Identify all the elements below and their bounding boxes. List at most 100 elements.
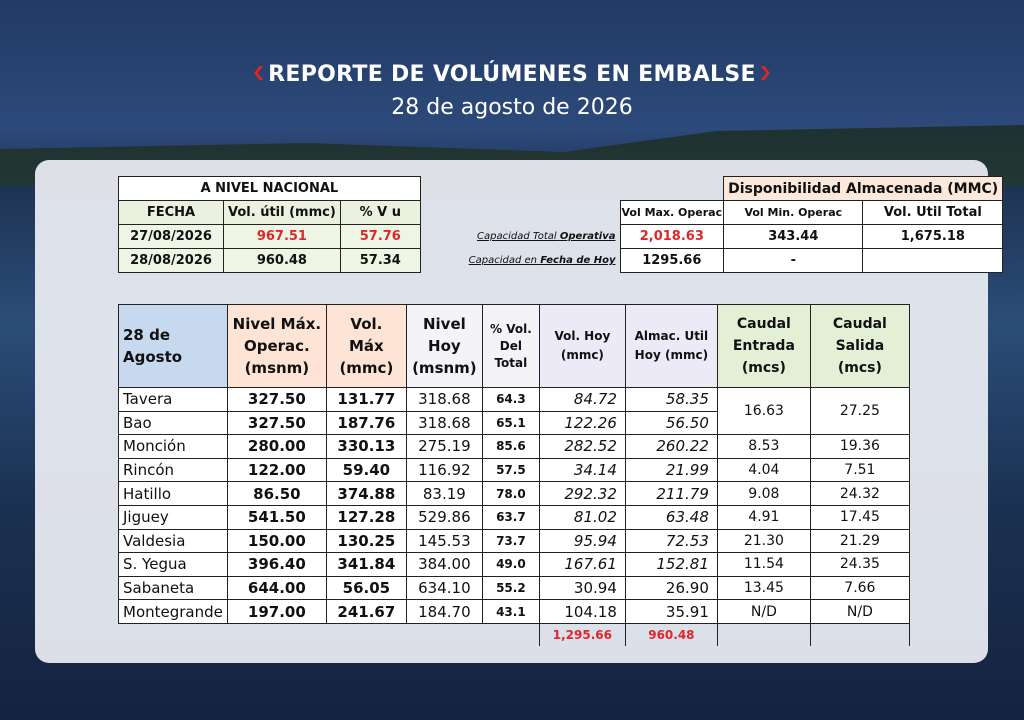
cell: 27.25 bbox=[809, 386, 910, 436]
cell: 81.02 bbox=[538, 504, 626, 530]
reservoir-name: Valdesia bbox=[118, 528, 228, 554]
cell: 634.10 bbox=[405, 575, 483, 601]
cell: 21.30 bbox=[716, 528, 811, 554]
spacer bbox=[406, 623, 482, 646]
reservoir-name: S. Yegua bbox=[118, 552, 228, 577]
cell: 152.81 bbox=[624, 552, 718, 577]
report-date: 28 de agosto de 2026 bbox=[391, 95, 633, 120]
spacer bbox=[440, 177, 724, 201]
spacer bbox=[809, 623, 910, 646]
cell: 1,675.18 bbox=[862, 224, 1004, 249]
column-header: Vol. Util Total bbox=[862, 200, 1004, 225]
column-header: % V u bbox=[339, 200, 421, 225]
data-row: Valdesia 150.00 130.25 145.53 73.7 95.94 72.53… bbox=[118, 528, 910, 554]
cell: 28/08/2026 bbox=[118, 248, 224, 273]
reservoir-name: Tavera bbox=[118, 387, 228, 412]
cell: 30.94 bbox=[538, 575, 626, 601]
data-row: S. Yegua 396.40 341.84 384.00 49.0 167.61 152.… bbox=[118, 552, 910, 577]
chevron bbox=[254, 66, 264, 80]
data-row: Rincón 122.00 59.40 116.92 57.5 34.14 21.99 4.0… bbox=[118, 457, 910, 483]
column-header: Almac. Util Hoy (mmc) bbox=[624, 304, 718, 388]
reservoir-name: Hatillo bbox=[118, 481, 228, 506]
cell: 57.76 bbox=[339, 224, 421, 249]
cell: 1295.66 bbox=[619, 248, 725, 273]
cell: 83.19 bbox=[405, 481, 483, 506]
spacer bbox=[716, 623, 811, 646]
reservoir-name: Monción bbox=[118, 434, 228, 459]
cell: 292.32 bbox=[538, 481, 626, 506]
cell: 122.00 bbox=[226, 457, 327, 483]
column-header: Vol. Máx (mmc) bbox=[325, 304, 407, 388]
reservoir-name: Sabaneta bbox=[118, 575, 228, 601]
title-line: REPORTE DE VOLÚMENES EN EMBALSE bbox=[0, 62, 1024, 87]
cell: 374.88 bbox=[325, 481, 407, 506]
data-row: Montegrande 197.00 241.67 184.70 43.1 104.18 3… bbox=[118, 599, 910, 624]
spacer bbox=[119, 623, 228, 646]
cell: 78.0 bbox=[481, 481, 540, 506]
cell: 21.99 bbox=[624, 457, 718, 483]
total: 1,295.66 bbox=[538, 623, 626, 646]
cell: 11.54 bbox=[716, 552, 811, 577]
spacer bbox=[227, 623, 326, 646]
cell: 343.44 bbox=[723, 224, 864, 249]
header-row: Vol Max. Operac Vol Min. Operac Vol. Util … bbox=[440, 200, 1004, 225]
data-row: 28/08/2026 960.48 57.34 bbox=[118, 248, 421, 273]
reservoir-table: 28 de Agosto Nivel Máx. Operac. (msnm) Vol… bbox=[118, 304, 910, 646]
cell: N/D bbox=[716, 599, 811, 624]
data-row: Capacidad en Fecha de Hoy 1295.66- bbox=[440, 248, 1004, 273]
table-body: Tavera 327.50 131.77 318.68 64.3 84.72 58.35 16… bbox=[118, 386, 910, 624]
spacer bbox=[440, 201, 620, 225]
totals-row: 1,295.66 960.48 bbox=[119, 623, 910, 646]
cell: 56.05 bbox=[325, 575, 407, 601]
reservoir-name: Rincón bbox=[118, 457, 228, 483]
chevron bbox=[760, 66, 770, 80]
cell: 72.53 bbox=[624, 528, 718, 554]
cell: N/D bbox=[809, 599, 910, 624]
table-head: 28 de Agosto Nivel Máx. Operac. (msnm) Vol… bbox=[118, 304, 910, 388]
label-text: Capacidad en bbox=[468, 255, 538, 266]
reservoir-name: Bao bbox=[118, 410, 228, 436]
column-header: Vol Min. Operac bbox=[723, 200, 864, 225]
cell: 35.91 bbox=[624, 599, 718, 624]
column-header: FECHA bbox=[118, 200, 224, 225]
cell: 55.2 bbox=[481, 575, 540, 601]
column-header: Nivel Hoy (msnm) bbox=[405, 304, 483, 388]
title: REPORTE DE VOLÚMENES EN EMBALSE bbox=[268, 62, 756, 87]
cell: 131.77 bbox=[325, 387, 407, 412]
cell: 960.48 bbox=[223, 248, 341, 273]
cell: 8.53 bbox=[716, 434, 811, 459]
cell: 145.53 bbox=[405, 528, 483, 554]
cell: 24.32 bbox=[809, 481, 910, 506]
cell: 116.92 bbox=[405, 457, 483, 483]
cell: 241.67 bbox=[325, 599, 407, 624]
cell: 73.7 bbox=[481, 528, 540, 554]
label-emphasis: Operativa bbox=[559, 231, 616, 242]
title-row: A NIVEL NACIONAL bbox=[118, 176, 421, 201]
column-header: Nivel Máx. Operac. (msnm) bbox=[226, 304, 327, 388]
storage-table: Disponibilidad Almacenada (MMC) Vol Max. … bbox=[440, 176, 1004, 273]
cell: 197.00 bbox=[226, 599, 327, 624]
cell: 396.40 bbox=[226, 552, 327, 577]
header: REPORTE DE VOLÚMENES EN EMBALSE 28 de ag… bbox=[0, 62, 1024, 120]
cell: 21.29 bbox=[809, 528, 910, 554]
spacer bbox=[326, 623, 406, 646]
header-row: FECHA Vol. útil (mmc)% V u bbox=[118, 200, 421, 225]
empty-cell bbox=[862, 248, 1004, 273]
table-foot: 1,295.66 960.48 bbox=[119, 623, 910, 646]
data-row: Sabaneta 644.00 56.05 634.10 55.2 30.94 26.90 1… bbox=[118, 575, 910, 601]
data-row: Tavera 327.50 131.77 318.68 64.3 84.72 58.35 16… bbox=[118, 386, 910, 436]
title-row: Disponibilidad Almacenada (MMC) bbox=[440, 176, 1004, 201]
cell: 95.94 bbox=[538, 528, 626, 554]
cell: 63.48 bbox=[624, 504, 718, 530]
cell: 9.08 bbox=[716, 481, 811, 506]
data-row: Jiguey 541.50 127.28 529.86 63.7 81.02 63.48 4.… bbox=[118, 504, 910, 530]
cell: 2,018.63 bbox=[619, 224, 725, 249]
column-header: Vol Max. Operac bbox=[619, 200, 725, 225]
cell: 85.6 bbox=[481, 434, 540, 459]
cell: 150.00 bbox=[226, 528, 327, 554]
national-table: A NIVEL NACIONAL FECHA Vol. útil (mmc)% V … bbox=[118, 176, 421, 273]
row-label: Capacidad en Fecha de Hoy bbox=[440, 249, 620, 273]
column-header: Caudal Salida (mcs) bbox=[809, 304, 910, 388]
cell: 49.0 bbox=[481, 552, 540, 577]
